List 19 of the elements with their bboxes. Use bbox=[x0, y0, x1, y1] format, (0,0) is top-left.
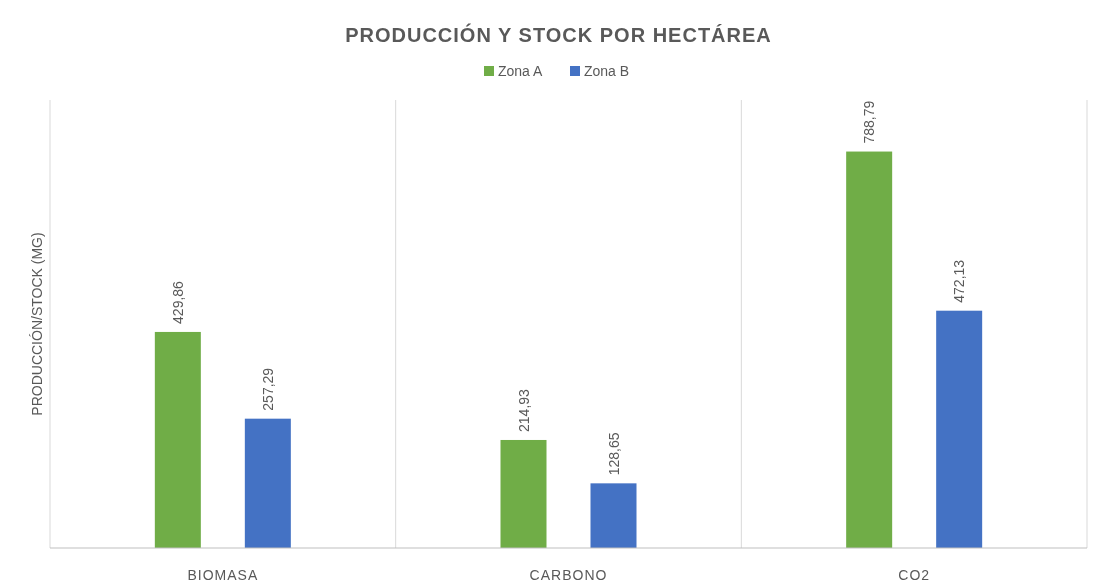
bar bbox=[936, 310, 983, 548]
bar bbox=[244, 418, 291, 548]
x-tick-label: CO2 bbox=[898, 567, 931, 583]
data-label: 214,93 bbox=[515, 388, 532, 432]
y-axis-title: PRODUCCIÓN/STOCK (MG) bbox=[29, 232, 45, 416]
legend-label: Zona A bbox=[498, 63, 544, 79]
legend-label: Zona B bbox=[584, 63, 630, 79]
x-tick-label: BIOMASA bbox=[187, 567, 259, 583]
data-label: 788,79 bbox=[861, 100, 878, 144]
chart-title: PRODUCCIÓN Y STOCK POR HECTÁREA bbox=[345, 23, 772, 46]
data-label: 128,65 bbox=[605, 432, 622, 476]
bar bbox=[846, 151, 893, 548]
data-label: 257,29 bbox=[259, 367, 276, 411]
bar bbox=[500, 439, 547, 548]
data-label: 429,86 bbox=[169, 280, 186, 324]
data-label: 472,13 bbox=[951, 259, 968, 303]
x-tick-label: CARBONO bbox=[529, 567, 608, 583]
bar bbox=[590, 483, 637, 548]
bar bbox=[154, 331, 201, 548]
